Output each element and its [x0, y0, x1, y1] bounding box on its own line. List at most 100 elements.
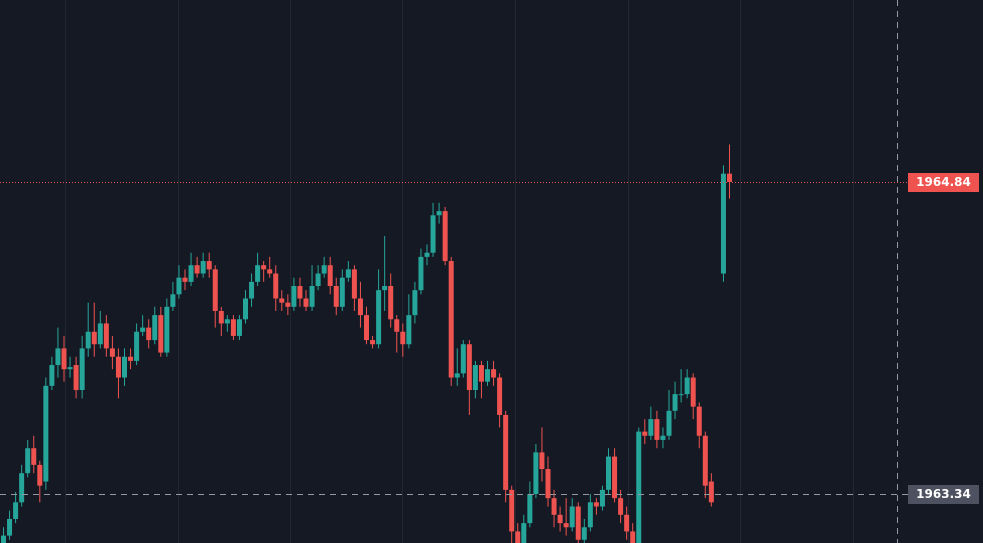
candle-body — [351, 269, 357, 299]
candle-body — [503, 414, 509, 490]
candle-body — [563, 523, 569, 528]
candle-body — [690, 377, 696, 407]
candle-body — [485, 369, 490, 382]
candle-body — [587, 502, 593, 528]
candle-body — [236, 319, 242, 336]
candle-body — [400, 331, 406, 345]
candle-body — [684, 377, 690, 395]
candle-body — [345, 269, 351, 278]
candle-body — [115, 356, 121, 378]
candle-body — [200, 261, 206, 274]
candle-body — [212, 269, 218, 311]
candle-body — [527, 494, 533, 524]
candle-body — [176, 277, 182, 295]
current-price-label: 1964.84 — [908, 173, 979, 192]
candle-body — [1, 535, 6, 543]
candle-body — [188, 265, 194, 282]
candle-body — [376, 290, 382, 345]
candle-body — [303, 298, 309, 307]
candle-body — [394, 319, 400, 332]
candle-body — [648, 419, 654, 436]
candle-body — [478, 365, 484, 382]
candle-body — [103, 323, 109, 349]
candle-body — [618, 498, 624, 515]
candle-body — [218, 310, 224, 324]
candle-body — [122, 356, 127, 378]
candle-body — [624, 514, 630, 532]
candle-body — [49, 365, 55, 386]
candle-body — [55, 348, 61, 366]
candle-body — [720, 173, 726, 274]
candle-body — [261, 265, 267, 270]
candle-body — [575, 506, 581, 540]
candle-body — [134, 331, 140, 361]
candle-body — [642, 431, 648, 436]
candle-body — [73, 365, 79, 390]
candle-body — [19, 473, 25, 503]
candle-body — [448, 261, 454, 378]
candle-body — [551, 498, 557, 515]
candle-body — [497, 377, 503, 415]
candle-body — [37, 464, 43, 486]
candle-body — [291, 286, 297, 307]
candle-body — [152, 315, 158, 341]
candle-body — [569, 506, 575, 528]
candle-body — [515, 531, 521, 543]
candle-body — [31, 448, 37, 465]
candle-body — [418, 256, 424, 291]
candle-body — [309, 286, 315, 307]
candle-body — [194, 265, 200, 274]
candle-body — [702, 435, 708, 486]
candle-body — [466, 344, 472, 390]
candle-body — [412, 290, 418, 316]
candle-body — [472, 365, 478, 390]
candle-body — [708, 481, 714, 503]
candle-body — [654, 419, 660, 440]
candle-body — [255, 265, 261, 282]
candle-body — [128, 356, 134, 361]
candle-body — [557, 514, 563, 524]
candle-body — [388, 286, 394, 320]
candle-body — [267, 269, 273, 274]
candle-body — [91, 331, 97, 345]
candle-body — [13, 502, 19, 519]
candle-body — [333, 286, 339, 307]
candle-body — [442, 211, 448, 262]
candle-body — [273, 273, 279, 299]
candle-body — [321, 265, 327, 274]
candle-body — [339, 277, 345, 307]
candle-body — [521, 523, 527, 543]
candle-body — [364, 315, 369, 341]
candle-body — [599, 489, 605, 507]
candle-body — [696, 406, 702, 436]
candle-body — [85, 331, 91, 349]
candle-body — [43, 385, 49, 482]
candle-body — [370, 340, 376, 345]
candle-body — [170, 294, 176, 307]
candle-body — [727, 173, 732, 182]
candle-body — [630, 531, 636, 543]
candle-body — [593, 502, 599, 507]
candle-body — [606, 456, 611, 490]
candle-body — [315, 273, 321, 286]
candle-body — [285, 302, 291, 307]
candle-body — [430, 215, 436, 253]
candle-body — [636, 431, 642, 543]
candle-body — [224, 319, 230, 324]
candle-body — [297, 286, 303, 299]
candle-body — [61, 348, 67, 370]
candle-body — [327, 265, 333, 286]
candle-body — [230, 319, 236, 336]
candle-body — [382, 286, 388, 291]
candle-body — [249, 281, 255, 299]
candle-body — [182, 277, 188, 282]
candle-body — [7, 518, 13, 536]
candle-body — [533, 452, 539, 494]
candle-body — [666, 410, 672, 436]
candle-body — [424, 252, 430, 257]
candle-body — [509, 489, 515, 532]
candle-body — [109, 348, 115, 357]
candle-body — [612, 456, 618, 499]
